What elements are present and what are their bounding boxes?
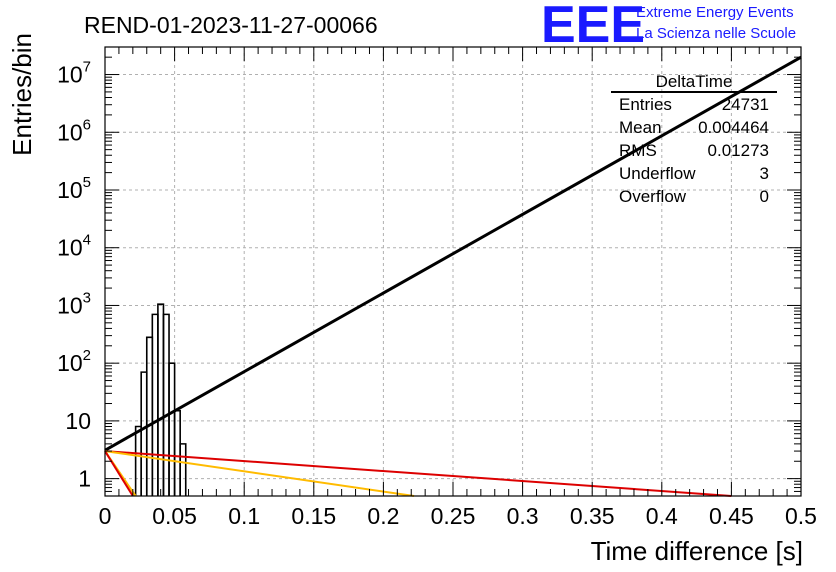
histogram-bin: [157, 303, 165, 496]
histogram-bin: [173, 409, 181, 496]
histogram-bin: [151, 313, 159, 496]
fit-lines: [104, 55, 802, 497]
logo-line-2: La Scienza nelle Scuole: [636, 25, 796, 42]
x-tick-labels: 0 0.05 0.1 0.15 0.2 0.25 0.3 0.35 0.4 0.45 0.5: [99, 503, 817, 529]
stats-label: RMS: [619, 141, 657, 160]
x-tick-label: 0.15: [291, 503, 336, 529]
histogram: [134, 303, 187, 496]
stats-label: Underflow: [619, 164, 696, 183]
histogram-bin: [162, 313, 170, 496]
axis-ticks: [104, 46, 802, 497]
histogram-bin: [134, 425, 142, 496]
stats-rows: Entries 24731 Mean 0.004464 RMS 0.01273 Underf…: [619, 95, 769, 206]
x-tick-label: 0.35: [570, 503, 615, 529]
stats-label: Entries: [619, 95, 672, 114]
y-tick-label: 104: [57, 232, 91, 261]
y-tick-label: 102: [57, 347, 91, 376]
fit-line: [104, 450, 732, 497]
y-axis-title: Entries/bin: [7, 33, 37, 156]
y-tick-label: 106: [57, 116, 91, 145]
grid: [105, 47, 801, 496]
eee-logo: EEE: [541, 0, 645, 54]
fit-line: [104, 450, 134, 497]
stats-title: DeltaTime: [656, 72, 733, 91]
y-tick-label: 10: [65, 408, 91, 434]
x-tick-label: 0.05: [152, 503, 197, 529]
stats-value: 0: [760, 187, 769, 206]
histogram-bin: [140, 371, 148, 496]
x-tick-label: 0: [99, 503, 112, 529]
run-title: REND-01-2023-11-27-00066: [84, 12, 378, 38]
y-tick-label: 107: [57, 59, 91, 88]
stats-value: 24731: [722, 95, 769, 114]
y-tick-label: 103: [57, 289, 91, 318]
x-tick-label: 0.1: [228, 503, 260, 529]
histogram-bin: [168, 362, 176, 496]
x-tick-label: 0.3: [507, 503, 539, 529]
y-tick-labels: 1 10 102 103 104 105 106 107: [57, 59, 91, 492]
histogram-bin: [179, 443, 187, 496]
stats-value: 0.004464: [698, 118, 769, 137]
x-tick-label: 0.4: [646, 503, 678, 529]
fit-line: [104, 55, 802, 452]
stats-label: Mean: [619, 118, 662, 137]
stats-value: 0.01273: [708, 141, 769, 160]
y-tick-label: 1: [78, 466, 91, 492]
logo-line-1: Extreme Energy Events: [636, 4, 794, 21]
stats-box: DeltaTime Entries 24731 Mean 0.004464 RMS 0.0…: [611, 72, 777, 206]
x-tick-label: 0.45: [709, 503, 754, 529]
fit-line: [104, 450, 415, 497]
stats-label: Overflow: [619, 187, 687, 206]
x-axis-title: Time difference [s]: [591, 536, 803, 566]
x-tick-label: 0.5: [785, 503, 817, 529]
histogram-bin: [145, 336, 154, 496]
x-tick-label: 0.2: [367, 503, 399, 529]
stats-value: 3: [760, 164, 769, 183]
y-tick-label: 105: [57, 174, 91, 203]
x-tick-label: 0.25: [431, 503, 476, 529]
